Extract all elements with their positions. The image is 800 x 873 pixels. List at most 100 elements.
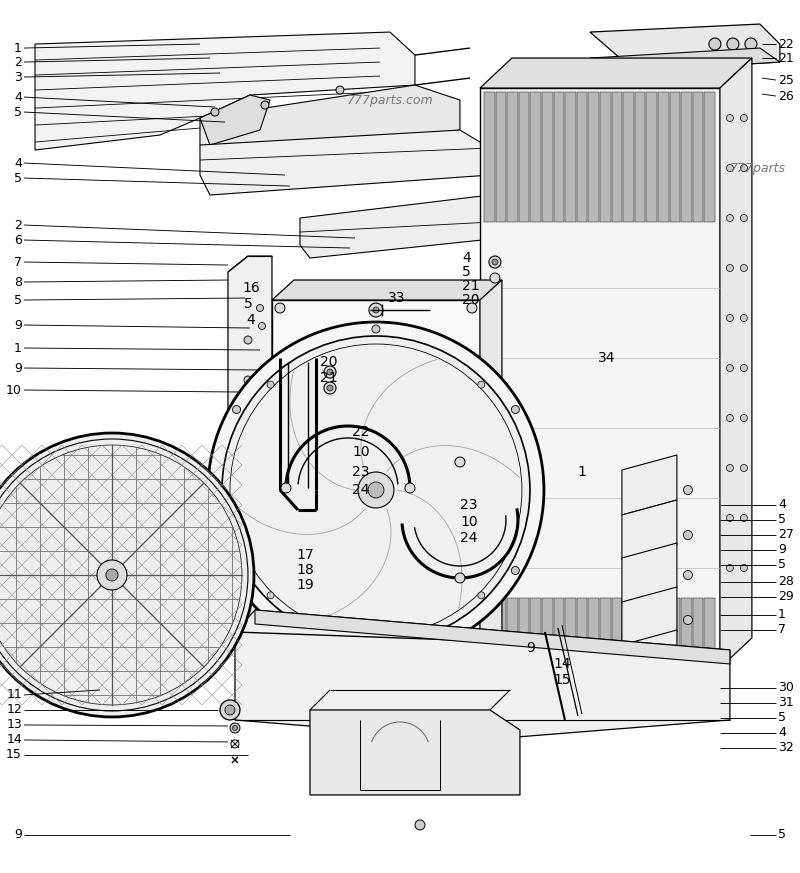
Circle shape <box>511 405 519 414</box>
Bar <box>670 598 680 663</box>
Text: 2: 2 <box>14 56 22 69</box>
Bar <box>495 598 506 663</box>
Bar <box>658 92 669 222</box>
Text: 18: 18 <box>296 563 314 577</box>
Text: 21: 21 <box>778 52 794 65</box>
Circle shape <box>258 322 266 329</box>
Text: 1: 1 <box>778 608 786 622</box>
Circle shape <box>709 38 721 50</box>
Circle shape <box>726 215 734 222</box>
Text: 9: 9 <box>14 319 22 332</box>
Polygon shape <box>235 610 730 740</box>
Bar <box>611 598 622 663</box>
Circle shape <box>233 405 241 414</box>
Text: 5: 5 <box>244 297 253 311</box>
Bar <box>565 598 576 663</box>
Bar <box>588 598 599 663</box>
Circle shape <box>492 259 498 265</box>
Circle shape <box>405 483 415 493</box>
Text: 20: 20 <box>320 355 338 369</box>
Circle shape <box>683 615 693 624</box>
Bar <box>681 92 692 222</box>
Text: 4: 4 <box>778 498 786 512</box>
Circle shape <box>327 369 333 375</box>
Bar <box>634 598 646 663</box>
Circle shape <box>275 303 285 313</box>
Text: 4: 4 <box>14 91 22 104</box>
Text: 21: 21 <box>462 279 479 293</box>
Text: 4: 4 <box>778 726 786 739</box>
Bar <box>518 598 530 663</box>
Polygon shape <box>272 280 502 300</box>
Text: 7: 7 <box>778 623 786 636</box>
Text: 5: 5 <box>14 171 22 184</box>
Text: 5: 5 <box>778 559 786 572</box>
Circle shape <box>244 416 252 424</box>
Text: 7: 7 <box>14 256 22 269</box>
Text: 28: 28 <box>778 575 794 588</box>
Text: 11: 11 <box>6 689 22 702</box>
Text: 1: 1 <box>14 341 22 354</box>
Circle shape <box>267 382 274 388</box>
Text: 22: 22 <box>778 38 794 51</box>
Text: 4: 4 <box>462 251 470 265</box>
Circle shape <box>324 382 336 394</box>
Circle shape <box>233 725 238 731</box>
Circle shape <box>257 305 263 312</box>
Text: 34: 34 <box>598 351 615 365</box>
Circle shape <box>372 325 380 333</box>
Circle shape <box>336 86 344 94</box>
Bar <box>704 598 715 663</box>
Text: 9: 9 <box>526 641 535 655</box>
Circle shape <box>478 592 485 599</box>
Circle shape <box>244 376 252 384</box>
Circle shape <box>261 101 269 109</box>
Text: 8: 8 <box>14 276 22 288</box>
Bar <box>693 92 703 222</box>
Circle shape <box>233 567 241 574</box>
Bar <box>554 598 564 663</box>
Text: 30: 30 <box>778 682 794 694</box>
Circle shape <box>726 514 734 521</box>
Bar <box>565 92 576 222</box>
Circle shape <box>745 38 757 50</box>
Circle shape <box>306 178 314 186</box>
Bar <box>530 92 541 222</box>
Circle shape <box>211 108 219 116</box>
Text: 777parts.com: 777parts.com <box>346 93 434 107</box>
Circle shape <box>683 696 693 705</box>
Circle shape <box>726 265 734 272</box>
Circle shape <box>368 482 384 498</box>
Bar <box>646 598 657 663</box>
Circle shape <box>225 705 235 715</box>
Polygon shape <box>300 195 530 258</box>
Polygon shape <box>480 58 752 88</box>
Bar <box>623 92 634 222</box>
Circle shape <box>683 531 693 540</box>
Bar <box>480 88 720 668</box>
Bar <box>693 598 703 663</box>
Polygon shape <box>200 95 270 145</box>
Circle shape <box>741 365 747 372</box>
Text: 9: 9 <box>14 828 22 842</box>
Text: 23: 23 <box>460 498 478 512</box>
Circle shape <box>275 642 285 652</box>
Polygon shape <box>622 500 677 560</box>
Polygon shape <box>310 710 520 795</box>
Circle shape <box>0 433 254 717</box>
Text: 23: 23 <box>352 465 370 479</box>
Polygon shape <box>622 587 677 647</box>
Bar <box>518 92 530 222</box>
Circle shape <box>372 647 380 655</box>
Circle shape <box>511 567 519 574</box>
Text: 16: 16 <box>242 281 260 295</box>
Text: 29: 29 <box>778 590 794 603</box>
Circle shape <box>726 164 734 171</box>
Text: 33: 33 <box>388 291 406 305</box>
Text: 5: 5 <box>14 293 22 306</box>
Text: 4: 4 <box>246 313 254 327</box>
Circle shape <box>683 485 693 494</box>
Text: 17: 17 <box>296 548 314 562</box>
Text: 22: 22 <box>352 425 370 439</box>
Text: 9: 9 <box>778 544 786 556</box>
